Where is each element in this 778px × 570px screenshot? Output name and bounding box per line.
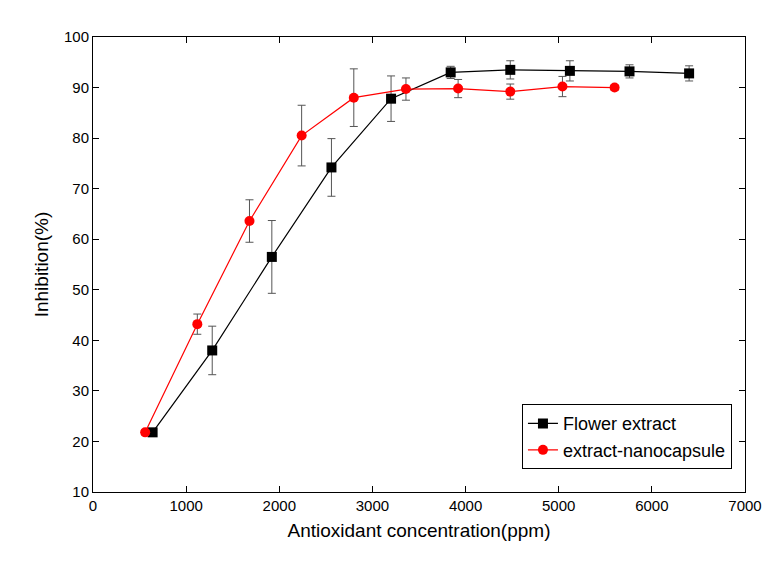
- svg-text:7000: 7000: [728, 497, 761, 514]
- svg-text:2000: 2000: [263, 497, 296, 514]
- svg-text:1000: 1000: [169, 497, 202, 514]
- svg-text:50: 50: [72, 281, 89, 298]
- svg-text:30: 30: [72, 382, 89, 399]
- svg-text:6000: 6000: [635, 497, 668, 514]
- svg-text:5000: 5000: [542, 497, 575, 514]
- svg-text:80: 80: [72, 129, 89, 146]
- svg-text:extract-nanocapsule: extract-nanocapsule: [563, 441, 725, 461]
- svg-text:70: 70: [72, 180, 89, 197]
- svg-text:Inhibition(%): Inhibition(%): [31, 212, 52, 318]
- svg-text:Antioxidant concentration(ppm): Antioxidant concentration(ppm): [288, 520, 551, 541]
- svg-text:3000: 3000: [356, 497, 389, 514]
- svg-text:Flower extract: Flower extract: [563, 414, 676, 434]
- svg-text:20: 20: [72, 433, 89, 450]
- svg-text:0: 0: [89, 497, 97, 514]
- svg-text:40: 40: [72, 332, 89, 349]
- svg-text:10: 10: [72, 483, 89, 500]
- svg-text:100: 100: [64, 28, 89, 45]
- svg-text:60: 60: [72, 230, 89, 247]
- svg-text:90: 90: [72, 79, 89, 96]
- svg-text:4000: 4000: [449, 497, 482, 514]
